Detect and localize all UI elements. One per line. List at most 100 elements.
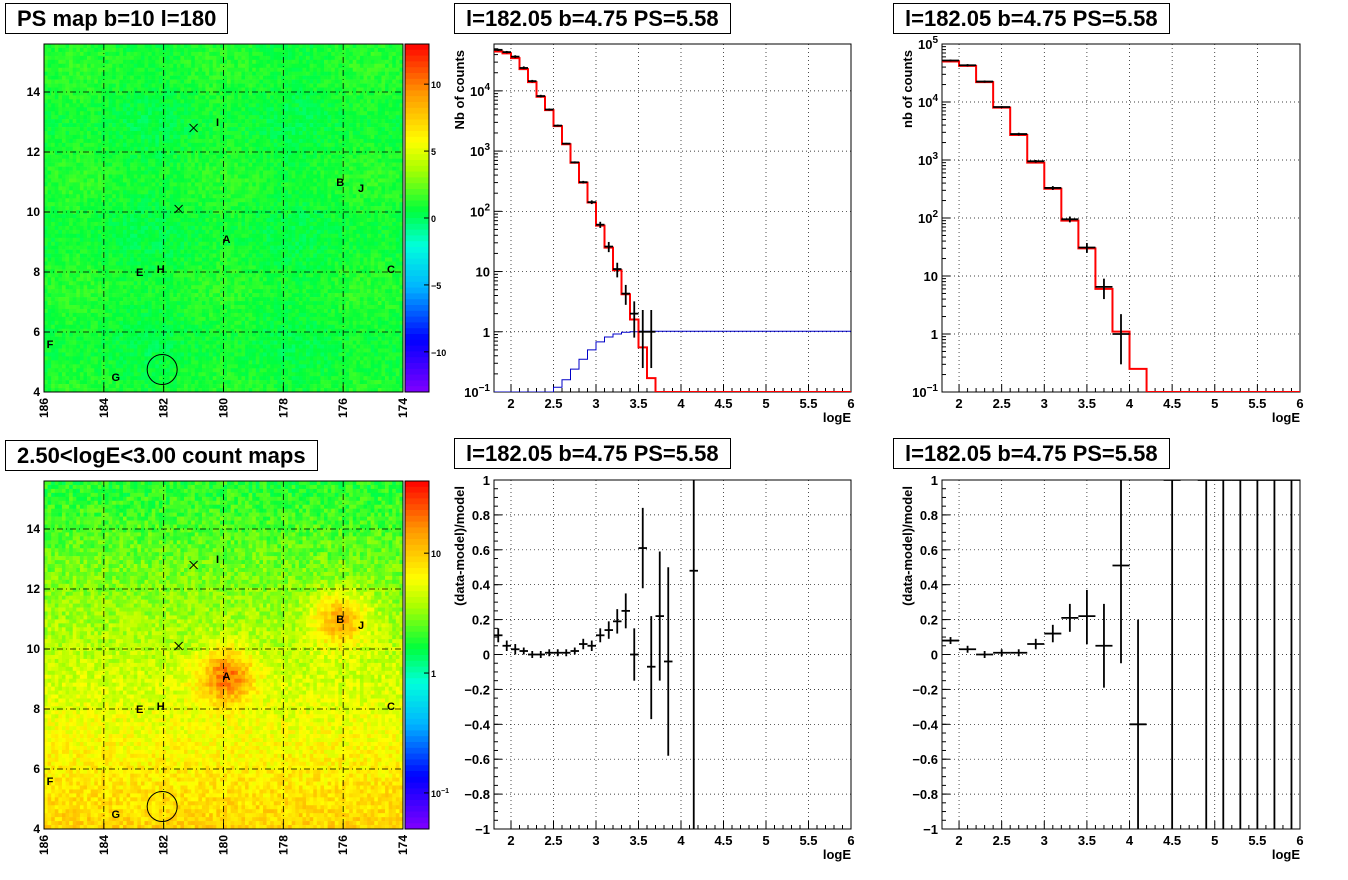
heatmap-cell <box>66 99 70 103</box>
heatmap-cell <box>331 182 335 186</box>
heatmap-cell <box>98 76 102 80</box>
heatmap-cell <box>155 238 159 242</box>
heatmap-cell <box>145 178 149 182</box>
heatmap-cell <box>55 222 59 226</box>
heatmap-cell <box>55 194 59 198</box>
heatmap-cell <box>277 107 281 111</box>
heatmap-cell <box>166 238 170 242</box>
heatmap-cell <box>389 226 393 230</box>
heatmap-cell <box>130 111 134 115</box>
heatmap-cell <box>83 80 87 84</box>
heatmap-cell <box>76 111 80 115</box>
heatmap-cell <box>202 190 206 194</box>
heatmap-cell <box>191 186 195 190</box>
heatmap-cell <box>152 230 156 234</box>
heatmap-cell <box>364 115 368 119</box>
heatmap-cell <box>195 186 199 190</box>
heatmap-cell <box>346 139 350 143</box>
heatmap-cell <box>302 127 306 131</box>
heatmap-cell <box>162 222 166 226</box>
heatmap-cell <box>371 56 375 60</box>
heatmap-cell <box>292 99 296 103</box>
heatmap-cell <box>191 155 195 159</box>
heatmap-cell <box>306 64 310 68</box>
heatmap-cell <box>374 143 378 147</box>
heatmap-cell <box>338 103 342 107</box>
heatmap-cell <box>267 226 271 230</box>
heatmap-cell <box>145 123 149 127</box>
heatmap-cell <box>159 194 163 198</box>
heatmap-cell <box>180 111 184 115</box>
heatmap-cell <box>155 127 159 131</box>
heatmap-cell <box>123 123 127 127</box>
heatmap-cell <box>360 99 364 103</box>
heatmap-cell <box>51 103 55 107</box>
heatmap-cell <box>353 171 357 175</box>
heatmap-cell <box>299 238 303 242</box>
heatmap-cell <box>159 84 163 88</box>
heatmap-cell <box>381 123 385 127</box>
heatmap-cell <box>191 163 195 167</box>
heatmap-cell <box>295 238 299 242</box>
heatmap-cell <box>245 178 249 182</box>
heatmap-cell <box>98 159 102 163</box>
heatmap-cell <box>155 226 159 230</box>
heatmap-cell <box>374 84 378 88</box>
heatmap-cell <box>249 238 253 242</box>
heatmap-cell <box>259 103 263 107</box>
heatmap-cell <box>162 68 166 72</box>
heatmap-cell <box>116 210 120 214</box>
heatmap-cell <box>166 159 170 163</box>
heatmap-cell <box>288 230 292 234</box>
heatmap-cell <box>91 175 95 179</box>
heatmap-cell <box>356 56 360 60</box>
heatmap-cell <box>209 68 213 72</box>
heatmap-cell <box>159 115 163 119</box>
heatmap-cell <box>356 111 360 115</box>
heatmap-cell <box>87 44 91 48</box>
heatmap-cell <box>374 72 378 76</box>
heatmap-cell <box>288 111 292 115</box>
heatmap-cell <box>105 99 109 103</box>
heatmap-cell <box>145 198 149 202</box>
heatmap-cell <box>310 222 314 226</box>
heatmap-cell <box>148 131 152 135</box>
heatmap-cell <box>288 178 292 182</box>
heatmap-cell <box>256 167 260 171</box>
heatmap-cell <box>127 167 131 171</box>
heatmap-cell <box>116 131 120 135</box>
heatmap-cell <box>295 226 299 230</box>
heatmap-cell <box>216 135 220 139</box>
heatmap-cell <box>98 182 102 186</box>
heatmap-cell <box>66 72 70 76</box>
heatmap-cell <box>238 68 242 72</box>
heatmap-cell <box>277 88 281 92</box>
heatmap-cell <box>109 143 113 147</box>
heatmap-cell <box>374 68 378 72</box>
heatmap-cell <box>116 178 120 182</box>
heatmap-cell <box>396 68 400 72</box>
heatmap-cell <box>145 107 149 111</box>
heatmap-cell <box>155 139 159 143</box>
heatmap-cell <box>94 175 98 179</box>
heatmap-cell <box>184 222 188 226</box>
heatmap-cell <box>80 76 84 80</box>
heatmap-cell <box>173 182 177 186</box>
heatmap-cell <box>392 206 396 210</box>
heatmap-cell <box>245 182 249 186</box>
heatmap-cell <box>191 198 195 202</box>
heatmap-cell <box>66 84 70 88</box>
heatmap-cell <box>188 72 192 76</box>
heatmap-cell <box>51 56 55 60</box>
heatmap-cell <box>328 103 332 107</box>
heatmap-cell <box>245 139 249 143</box>
heatmap-cell <box>112 143 116 147</box>
heatmap-cell <box>353 186 357 190</box>
heatmap-cell <box>378 222 382 226</box>
heatmap-cell <box>73 159 77 163</box>
heatmap-cell <box>76 56 80 60</box>
heatmap-cell <box>396 95 400 99</box>
heatmap-cell <box>256 234 260 238</box>
heatmap-cell <box>76 190 80 194</box>
heatmap-cell <box>44 214 48 218</box>
